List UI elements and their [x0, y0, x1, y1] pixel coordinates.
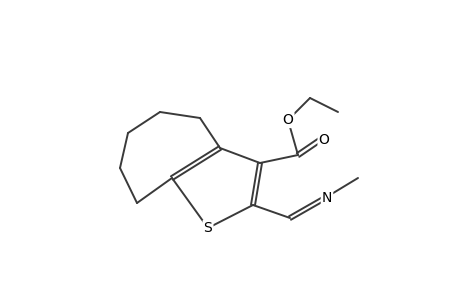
Text: O: O [318, 133, 329, 147]
Text: O: O [282, 113, 293, 127]
Text: S: S [203, 221, 212, 235]
Text: N: N [321, 191, 331, 205]
